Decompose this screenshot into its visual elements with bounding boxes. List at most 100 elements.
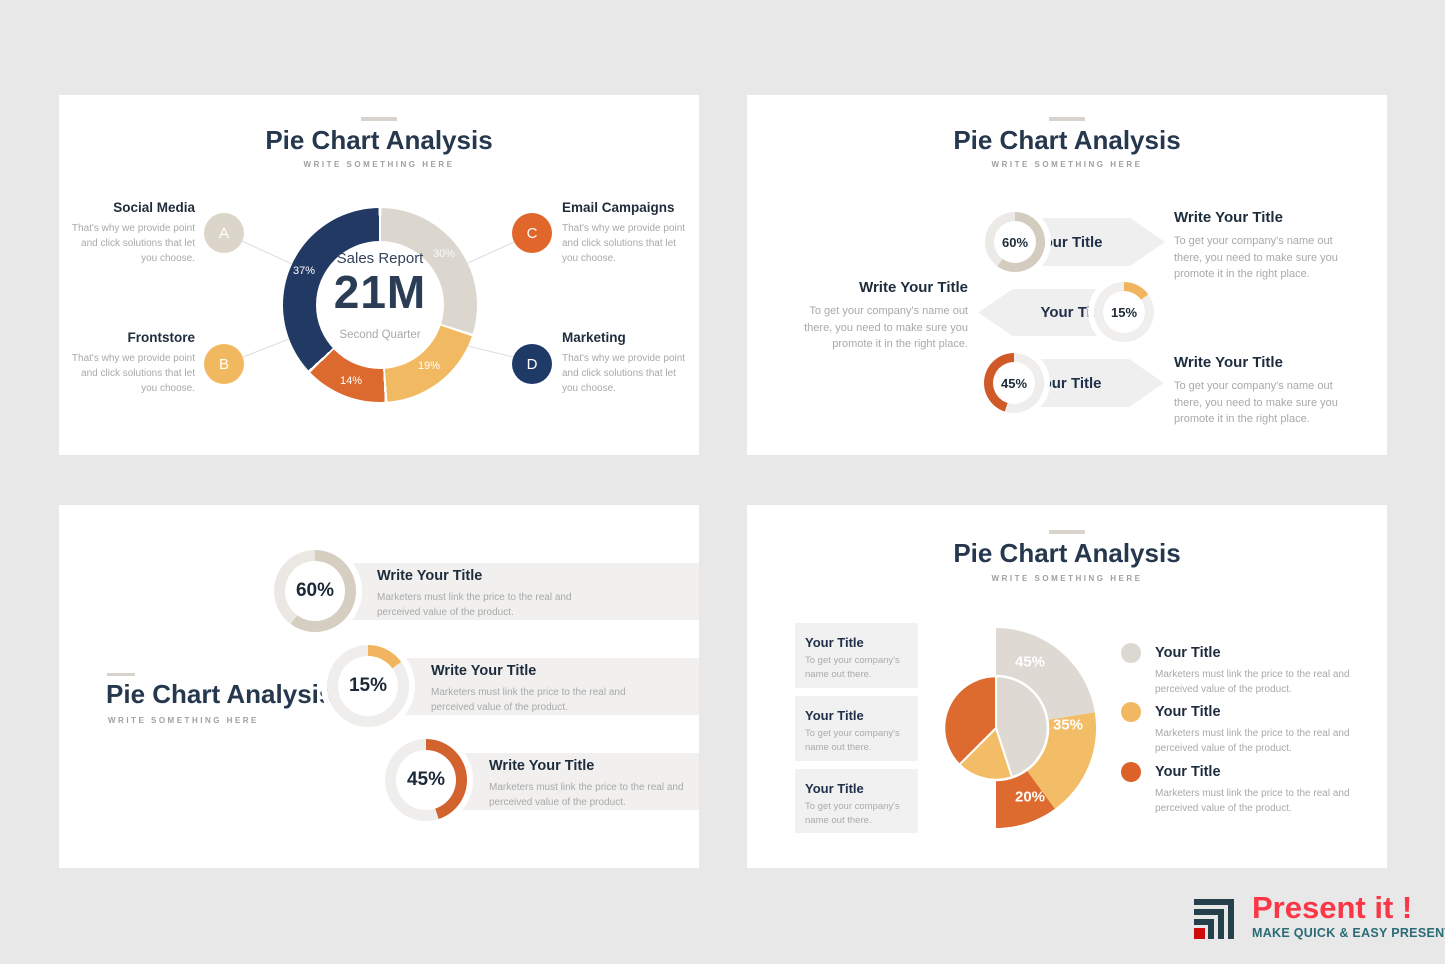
legend-item-body: That's why we provide point and click so…: [71, 223, 195, 264]
row-text: Write Your Title To get your company's n…: [1174, 209, 1359, 283]
badge-letter: D: [526, 355, 538, 373]
donut-segment-label: 30%: [432, 248, 456, 260]
slice-label: 35%: [1052, 716, 1084, 734]
row-bar: [426, 753, 699, 810]
row-body: Marketers must link the price to the rea…: [377, 592, 572, 618]
legend-item-social-media: Social Media That's why we provide point…: [71, 200, 195, 266]
progress-ring-15: 15%: [1094, 282, 1154, 342]
box-body: To get your company's name out there.: [805, 728, 900, 754]
badge-c: C: [512, 213, 552, 253]
slide-arrow-rings: Pie Chart Analysis WRITE SOMETHING HERE …: [747, 95, 1387, 455]
row-heading: Write Your Title: [859, 279, 968, 296]
row-text: Write Your Title Marketers must link the…: [489, 758, 704, 810]
badge-letter: A: [218, 224, 229, 242]
row-heading: Write Your Title: [431, 663, 537, 679]
slide-title: Pie Chart Analysis: [953, 538, 1181, 568]
row-body: To get your company's name out there, yo…: [804, 305, 968, 350]
pie-chart-svg: [942, 628, 1097, 828]
slice-label: 20%: [1014, 788, 1046, 806]
row-bar: [315, 563, 699, 620]
row-body: To get your company's name out there, yo…: [1174, 235, 1338, 280]
ring-percent: 15%: [348, 675, 388, 696]
row-body: Marketers must link the price to the rea…: [489, 782, 684, 808]
chart-steps-icon: [1194, 899, 1234, 939]
legend-body: Marketers must link the price to the rea…: [1155, 728, 1350, 754]
progress-ring-45: 45%: [984, 353, 1044, 413]
progress-ring-15: 15%: [327, 645, 409, 727]
ring-percent: 15%: [1110, 304, 1138, 320]
ring-percent: 60%: [1001, 234, 1029, 250]
legend-item: Your Title Marketers must link the price…: [1121, 702, 1371, 756]
legend-item-heading: Marketing: [562, 330, 626, 345]
box-heading: Your Title: [805, 781, 864, 796]
box-heading: Your Title: [805, 635, 864, 650]
ring-percent: 45%: [1000, 375, 1028, 391]
slide-ring-rows: Pie Chart Analysis WRITE SOMETHING HERE …: [59, 505, 699, 868]
slide-subtitle: WRITE SOMETHING HERE: [991, 160, 1143, 169]
pie-chart: 45% 35% 20%: [894, 626, 1098, 830]
badge-letter: C: [526, 224, 538, 242]
row-bar: [368, 658, 699, 715]
donut-center-value: 21M: [333, 266, 427, 318]
slide-subtitle: WRITE SOMETHING HERE: [108, 716, 259, 725]
brand-logo: Present it ! MAKE QUICK & EASY PRESENTAT…: [1190, 892, 1445, 946]
legend-item-heading: Social Media: [113, 200, 195, 215]
legend-dot-orange: [1121, 762, 1141, 782]
progress-ring-45: 45%: [385, 739, 467, 821]
row-heading: Write Your Title: [377, 568, 483, 584]
progress-ring-60: 60%: [274, 550, 356, 632]
badge-b: B: [204, 344, 244, 384]
badge-a: A: [204, 213, 244, 253]
connector-lines: [241, 240, 515, 358]
legend-item: Your Title Marketers must link the price…: [1121, 643, 1371, 697]
progress-ring-60: 60%: [985, 212, 1045, 272]
legend-heading: Your Title: [1155, 764, 1221, 780]
arrow-label: Your Title: [1040, 304, 1109, 321]
arrow-label: Your Title: [1034, 233, 1103, 251]
slide-title: Pie Chart Analysis: [106, 679, 334, 709]
row-heading: Write Your Title: [1174, 354, 1283, 371]
text-box: Your Title To get your company's name ou…: [795, 623, 918, 688]
donut-segment-label: 14%: [339, 375, 363, 387]
ring-percent: 45%: [406, 769, 446, 790]
row-text: Write Your Title Marketers must link the…: [431, 663, 646, 715]
legend-item-marketing: Marketing That's why we provide point an…: [562, 330, 686, 396]
row-text: Write Your Title Marketers must link the…: [377, 568, 592, 620]
donut-chart: [283, 208, 477, 402]
arrow-label: Your Title: [1033, 374, 1102, 392]
box-body: To get your company's name out there.: [805, 655, 900, 681]
row-heading: Write Your Title: [489, 758, 595, 774]
legend-body: Marketers must link the price to the rea…: [1155, 788, 1350, 814]
legend-item: Your Title Marketers must link the price…: [1121, 762, 1371, 816]
slide-half-pie: Pie Chart Analysis WRITE SOMETHING HERE …: [747, 505, 1387, 868]
slide-subtitle: WRITE SOMETHING HERE: [303, 160, 455, 169]
donut-center-caption: Second Quarter: [339, 329, 421, 341]
legend-dot-yellow: [1121, 702, 1141, 722]
brand-text: Present it ! MAKE QUICK & EASY PRESENTAT…: [1252, 892, 1445, 940]
legend-item-body: That's why we provide point and click so…: [562, 223, 686, 264]
legend-item-body: That's why we provide point and click so…: [562, 353, 686, 394]
legend-heading: Your Title: [1155, 704, 1221, 720]
badge-letter: B: [218, 355, 229, 373]
ring-percent: 60%: [295, 580, 335, 601]
text-box: Your Title To get your company's name ou…: [795, 696, 918, 761]
slide-subtitle: WRITE SOMETHING HERE: [991, 574, 1143, 583]
box-heading: Your Title: [805, 708, 864, 723]
badge-d: D: [512, 344, 552, 384]
brand-tagline: MAKE QUICK & EASY PRESENTATIONS: [1252, 926, 1445, 940]
donut-segment-label: 37%: [292, 265, 316, 277]
row-text: Write Your Title To get your company's n…: [1174, 354, 1359, 428]
slide-title: Pie Chart Analysis: [953, 125, 1181, 155]
legend-dot-gray: [1121, 643, 1141, 663]
box-body: To get your company's name out there.: [805, 801, 900, 827]
legend-item-body: That's why we provide point and click so…: [71, 353, 195, 394]
slide-title: Pie Chart Analysis: [265, 125, 493, 155]
row-text: Write Your Title To get your company's n…: [783, 279, 968, 353]
legend-item-heading: Frontstore: [127, 330, 196, 345]
legend-heading: Your Title: [1155, 645, 1221, 661]
legend-body: Marketers must link the price to the rea…: [1155, 669, 1350, 695]
title-dash: [1049, 117, 1085, 121]
donut-center-label: Sales Report: [336, 250, 424, 267]
text-box: Your Title To get your company's name ou…: [795, 769, 918, 833]
title-dash: [107, 673, 135, 676]
